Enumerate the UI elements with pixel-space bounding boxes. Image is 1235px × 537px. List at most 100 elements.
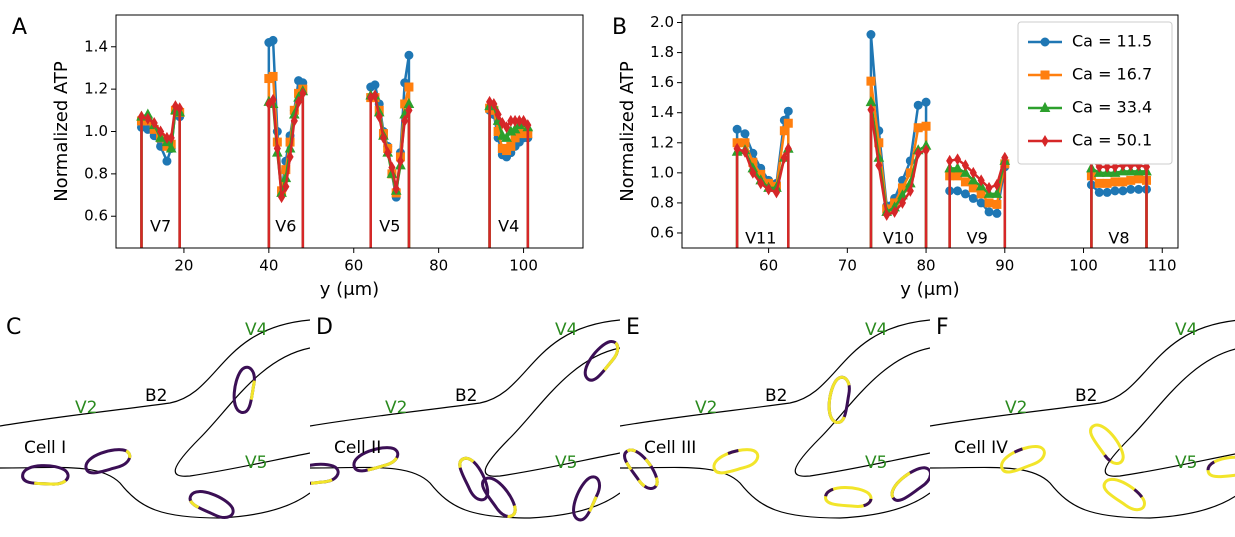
y-tick-label: 0.8: [84, 164, 108, 182]
cell-membrane: [885, 462, 930, 505]
y-tick-label: 1.0: [84, 122, 108, 140]
marker: [953, 171, 963, 181]
marker: [371, 89, 379, 102]
marker: [1002, 318, 1008, 328]
vessel-walls: [0, 319, 310, 519]
marker: [1000, 318, 1009, 327]
marker: [486, 339, 494, 347]
marker: [486, 339, 494, 347]
cell-membrane: [564, 472, 608, 524]
vessel-label: V4: [498, 216, 519, 235]
x-tick-label: 20: [174, 257, 193, 275]
vessel-label: V2: [75, 398, 97, 418]
marker: [269, 93, 277, 106]
marker: [525, 338, 531, 348]
marker: [784, 319, 792, 327]
cell-label: Cell II: [334, 438, 381, 458]
marker: [405, 339, 413, 347]
marker: [1001, 319, 1009, 327]
marker: [277, 191, 286, 204]
panel-label: A: [12, 15, 27, 40]
marker: [1134, 184, 1144, 194]
marker: [519, 114, 528, 127]
marker: [176, 339, 184, 347]
marker: [366, 338, 375, 347]
panel-label: C: [6, 315, 21, 340]
marker: [384, 146, 392, 159]
marker: [370, 80, 380, 90]
marker: [299, 339, 307, 347]
marker: [401, 114, 409, 127]
marker: [960, 177, 970, 187]
vessel-label: V5: [379, 216, 400, 235]
legend-marker: [1039, 101, 1051, 112]
marker: [282, 180, 290, 193]
marker: [299, 87, 307, 100]
marker: [733, 318, 742, 327]
panel-label: B: [612, 15, 627, 40]
marker: [137, 110, 146, 123]
marker: [1126, 184, 1136, 194]
vessel-label: V11: [745, 228, 776, 247]
y-tick-label: 1.4: [84, 37, 108, 55]
marker: [741, 145, 749, 158]
marker: [898, 196, 907, 209]
x-tick-label: 60: [344, 257, 363, 275]
marker: [273, 142, 281, 155]
marker: [977, 174, 985, 187]
vessel-label: V2: [385, 398, 407, 418]
vessel-label: V6: [275, 216, 296, 235]
marker: [783, 106, 793, 116]
diagram-panel: C V4 V2 B2 Cell I V5: [0, 315, 310, 526]
marker: [921, 97, 931, 107]
plot-frame: [681, 14, 1179, 249]
marker: [875, 159, 883, 172]
marker: [265, 339, 273, 347]
marker: [968, 193, 978, 203]
marker: [165, 142, 177, 153]
x-tick-label: 90: [995, 257, 1014, 275]
marker: [1110, 186, 1120, 196]
marker: [286, 150, 294, 163]
marker: [921, 121, 931, 131]
marker: [162, 156, 172, 166]
marker: [298, 338, 307, 347]
marker: [523, 338, 532, 347]
marker: [1087, 319, 1095, 327]
series-line: [869, 108, 928, 248]
marker: [379, 131, 388, 144]
marker: [733, 319, 741, 327]
marker: [780, 151, 788, 164]
diagram-panel: D V4 V2 B2 Cell II V5: [310, 315, 620, 524]
marker: [524, 339, 532, 347]
x-tick-label: 80: [917, 257, 936, 275]
marker: [405, 104, 413, 117]
vessel-label: V5: [245, 453, 267, 473]
marker: [300, 338, 306, 348]
marker: [490, 97, 498, 110]
marker: [785, 318, 791, 328]
vessel-label: V7: [150, 216, 171, 235]
marker: [740, 129, 750, 139]
vessel-label: V5: [555, 453, 577, 473]
marker: [392, 182, 400, 195]
marker: [968, 183, 978, 193]
marker: [991, 187, 1003, 198]
marker: [1094, 178, 1104, 188]
vessel-label: V2: [1005, 398, 1027, 418]
marker: [985, 181, 993, 194]
marker: [784, 142, 792, 155]
marker: [406, 338, 412, 348]
marker: [867, 103, 875, 116]
marker: [487, 338, 493, 348]
marker: [144, 112, 152, 125]
marker: [268, 35, 278, 45]
marker: [732, 124, 742, 134]
legend-label: Ca = 16.7: [1072, 65, 1152, 84]
marker: [156, 125, 165, 138]
marker: [405, 339, 413, 347]
marker: [779, 126, 789, 136]
vessel-label: V2: [695, 398, 717, 418]
marker: [1087, 319, 1095, 327]
vessel-label: V10: [883, 228, 914, 247]
